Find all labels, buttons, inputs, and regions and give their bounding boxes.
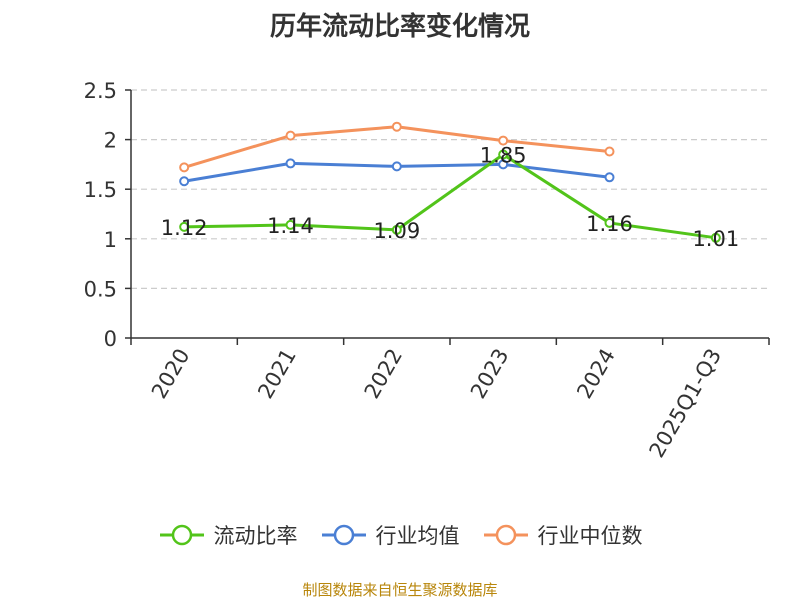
data-point	[285, 219, 296, 230]
chart-title: 历年流动比率变化情况	[269, 12, 530, 42]
series-line	[183, 125, 610, 169]
x-tick-label: 2024	[572, 345, 620, 403]
data-point	[604, 217, 615, 228]
data-point	[604, 146, 615, 157]
data-point	[179, 176, 190, 187]
data-point	[498, 135, 509, 146]
data-label: 1.09	[373, 219, 420, 243]
x-tick-label: 2022	[360, 345, 408, 403]
legend: 流动比率 行业均值 行业中位数	[0, 520, 800, 550]
series-line	[184, 152, 717, 240]
y-tick-label: 0.5	[84, 277, 117, 301]
data-point	[498, 149, 509, 160]
y-tick-label: 2	[104, 129, 117, 153]
source-note: 制图数据来自恒生聚源数据库	[302, 581, 498, 599]
data-label: 1.14	[267, 214, 314, 238]
y-tick-label: 1.5	[84, 178, 117, 202]
data-point	[391, 161, 402, 172]
data-label: 1.01	[692, 227, 739, 251]
data-point	[498, 159, 509, 170]
data-point	[285, 158, 296, 169]
data-point	[391, 224, 402, 235]
data-point	[391, 121, 402, 132]
legend-label: 流动比率	[213, 524, 298, 548]
legend-item[interactable]: 流动比率	[158, 520, 298, 550]
data-point	[285, 130, 296, 141]
legend-label: 行业均值	[375, 524, 460, 548]
x-tick-label: 2020	[147, 345, 195, 403]
data-label: 1.12	[161, 216, 208, 240]
data-point	[179, 221, 190, 232]
data-point	[179, 162, 190, 173]
legend-marker-icon	[483, 524, 528, 546]
x-tick-label: 2023	[466, 344, 514, 402]
data-label: 1.16	[586, 212, 633, 236]
data-label: 1.85	[480, 143, 527, 167]
legend-label: 行业中位数	[537, 524, 643, 548]
data-point	[710, 232, 721, 243]
legend-marker-icon	[159, 524, 204, 546]
y-tick-label: 0	[104, 327, 117, 351]
x-tick-label: 2025Q1-Q3	[645, 345, 727, 462]
data-point	[604, 172, 615, 183]
x-tick-label: 2021	[253, 345, 301, 403]
y-tick-label: 1	[104, 228, 117, 252]
legend-marker-icon	[321, 524, 366, 546]
legend-item[interactable]: 行业均值	[320, 520, 460, 550]
y-tick-label: 2.5	[84, 79, 117, 103]
legend-item[interactable]: 行业中位数	[482, 520, 643, 550]
